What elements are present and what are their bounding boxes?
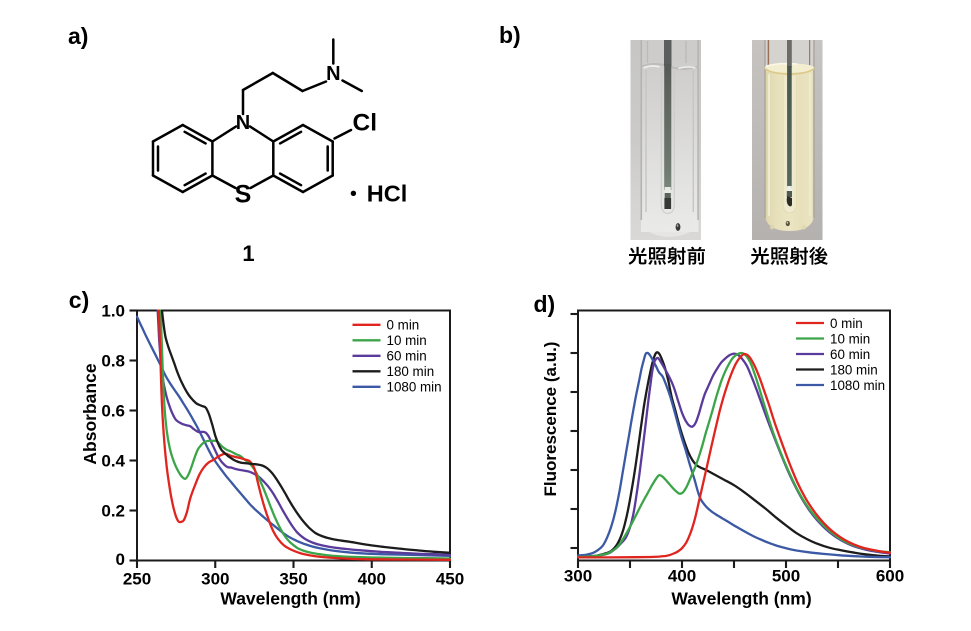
svg-text:S: S: [235, 180, 252, 208]
svg-text:Absorbance: Absorbance: [80, 363, 100, 464]
svg-text:180 min: 180 min: [830, 362, 878, 377]
svg-text:HCl: HCl: [367, 180, 407, 206]
svg-text:Wavelength (nm): Wavelength (nm): [220, 588, 360, 608]
svg-text:1.0: 1.0: [101, 302, 125, 321]
svg-text:0.6: 0.6: [101, 402, 125, 421]
svg-text:250: 250: [123, 570, 151, 589]
svg-text:Cl: Cl: [353, 110, 378, 137]
svg-text:a): a): [68, 23, 88, 49]
svg-text:N: N: [326, 63, 340, 85]
svg-text:500: 500: [772, 567, 800, 586]
svg-text:10 min: 10 min: [387, 333, 427, 348]
svg-text:c): c): [69, 287, 89, 313]
svg-text:300: 300: [201, 570, 229, 589]
svg-text:600: 600: [876, 567, 904, 586]
svg-text:N: N: [236, 112, 250, 134]
svg-text:1: 1: [242, 241, 254, 266]
svg-text:1080 min: 1080 min: [830, 378, 885, 393]
svg-text:b): b): [499, 22, 521, 48]
svg-text:0 min: 0 min: [387, 318, 420, 333]
svg-text:0 min: 0 min: [830, 316, 863, 331]
svg-text:450: 450: [436, 570, 464, 589]
svg-text:d): d): [534, 291, 556, 317]
svg-text:1080 min: 1080 min: [387, 380, 442, 395]
svg-text:300: 300: [564, 567, 592, 586]
svg-text:350: 350: [279, 570, 307, 589]
svg-text:0: 0: [116, 550, 125, 569]
svg-text:Fluorescence (a.u.): Fluorescence (a.u.): [541, 342, 560, 497]
svg-text:0.4: 0.4: [101, 452, 125, 471]
svg-text:400: 400: [358, 570, 386, 589]
svg-text:Wavelength (nm): Wavelength (nm): [671, 588, 811, 608]
svg-text:60 min: 60 min: [387, 349, 427, 364]
svg-text:10 min: 10 min: [830, 331, 870, 346]
svg-text:0.8: 0.8: [101, 352, 125, 371]
svg-text:0.2: 0.2: [101, 502, 125, 521]
svg-text:400: 400: [668, 567, 696, 586]
svg-text:180 min: 180 min: [387, 364, 435, 379]
svg-text:60 min: 60 min: [830, 347, 870, 362]
